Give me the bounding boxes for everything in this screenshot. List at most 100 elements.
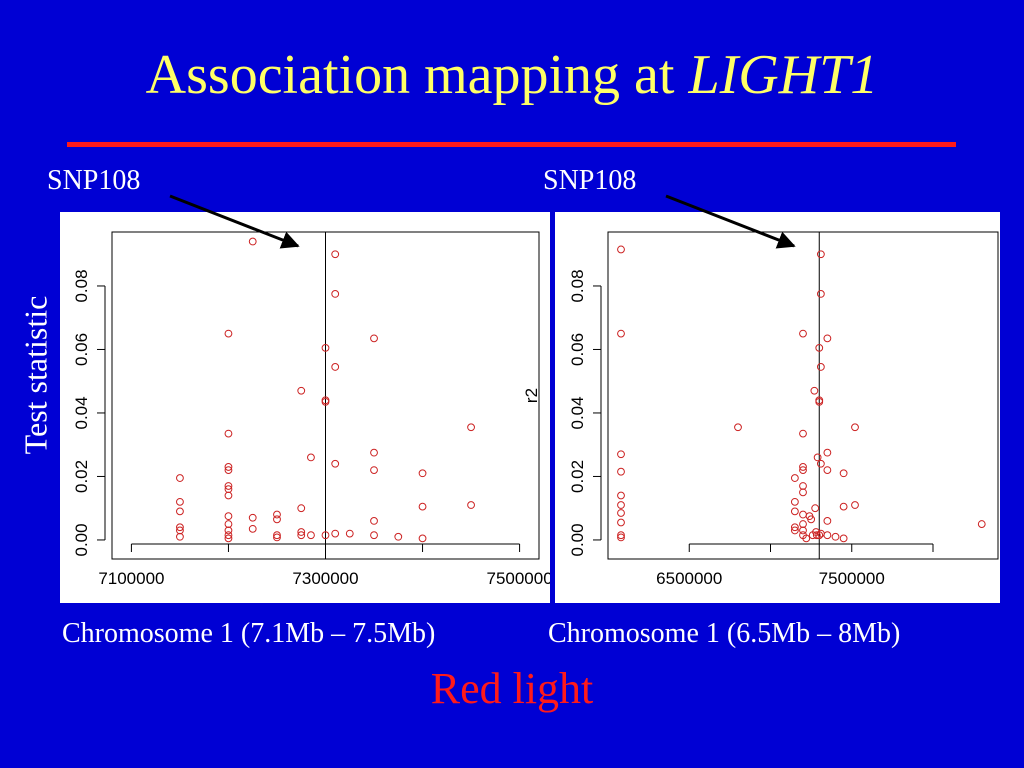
data-point (176, 532, 184, 541)
y-tick-label: 0.00 (72, 523, 91, 556)
data-point (823, 517, 832, 525)
data-point (839, 502, 848, 511)
data-point (224, 329, 233, 338)
x-tick-label: 6500000 (656, 569, 722, 588)
data-point (370, 517, 378, 525)
data-point (297, 531, 306, 540)
data-point (617, 501, 625, 509)
data-point (790, 497, 799, 506)
data-point (224, 463, 233, 471)
data-point (248, 513, 257, 522)
data-point (224, 512, 233, 521)
data-point (831, 532, 840, 541)
chart-panel-left: 7100000 7300000 7500000 0.00 0.02 0.04 0.06 0.0… (60, 212, 550, 603)
data-point (812, 531, 821, 540)
data-point (321, 397, 330, 406)
slide-title-gene: LIGHT1 (688, 44, 879, 106)
x-tick-label: 7100000 (98, 569, 164, 588)
x-tick-label: 7500000 (486, 569, 550, 588)
data-point (617, 329, 625, 338)
data-point (617, 491, 625, 500)
data-point (370, 466, 378, 475)
data-point (394, 532, 403, 541)
x-caption-right: Chromosome 1 (6.5Mb – 8Mb) (548, 618, 901, 649)
data-point (851, 423, 859, 432)
data-point (839, 469, 848, 478)
data-point (418, 469, 427, 478)
data-point (224, 531, 233, 540)
data-point (816, 363, 825, 371)
data-point (811, 504, 820, 513)
data-point (297, 386, 306, 395)
data-point (418, 534, 427, 543)
data-point (617, 509, 625, 517)
x-caption-left: Chromosome 1 (7.1Mb – 7.5Mb) (62, 618, 436, 649)
data-point (370, 334, 378, 343)
condition-label: Red light (430, 664, 594, 713)
data-point (977, 520, 986, 528)
data-point (370, 531, 378, 540)
y-axis-label: r2 (522, 388, 541, 403)
data-point (790, 523, 799, 532)
data-point (815, 531, 824, 540)
data-point (799, 466, 807, 475)
data-point (617, 533, 625, 542)
data-point (224, 534, 233, 543)
x-tick-label: 7500000 (819, 569, 885, 588)
data-point (370, 448, 378, 457)
data-point (176, 523, 184, 532)
x-tick-label: 7300000 (292, 569, 358, 588)
data-point (321, 343, 330, 352)
data-point (307, 453, 315, 462)
y-tick-label: 0.00 (568, 523, 587, 556)
data-point (799, 429, 807, 438)
slide-title: Association mapping at LIGHT1 (0, 40, 1024, 110)
data-point (799, 488, 807, 497)
data-point (816, 290, 825, 298)
data-point (176, 507, 184, 516)
data-point (224, 526, 233, 535)
data-point (815, 397, 824, 406)
scatter-plot-left: 7100000 7300000 7500000 0.00 0.02 0.04 0.06 0.0… (72, 231, 550, 588)
data-point (823, 334, 832, 343)
data-point (273, 515, 281, 524)
data-point (331, 459, 340, 468)
data-point (467, 501, 475, 509)
y-tick-label: 0.06 (568, 333, 587, 366)
data-point (799, 329, 807, 338)
data-point (816, 459, 825, 468)
data-point (734, 423, 742, 432)
scatter-plot-right: 6500000 7500000 0.00 0.02 0.04 0.06 0.08 r2 (522, 231, 999, 588)
data-point (224, 466, 233, 475)
data-point (248, 524, 257, 533)
data-point (331, 363, 340, 371)
data-point (224, 482, 233, 490)
data-point (799, 526, 807, 535)
chart-panel-right: 6500000 7500000 0.00 0.02 0.04 0.06 0.08 r2 (522, 212, 1000, 603)
snp-label-right: SNP108 (543, 165, 637, 196)
data-point (823, 466, 832, 475)
data-point (790, 507, 799, 516)
data-point (273, 510, 281, 519)
data-point (790, 474, 799, 482)
data-point (799, 463, 807, 471)
data-point (617, 531, 625, 540)
data-point (297, 504, 306, 513)
data-point (851, 501, 859, 509)
y-tick-label: 0.02 (72, 460, 91, 493)
data-point (273, 533, 281, 542)
data-point (790, 526, 799, 535)
data-point (617, 450, 625, 459)
y-tick-label: 0.04 (72, 396, 91, 429)
data-point (617, 245, 625, 254)
data-point (176, 497, 184, 506)
data-point (418, 502, 427, 511)
y-tick-label: 0.06 (72, 333, 91, 366)
y-tick-label: 0.04 (568, 396, 587, 429)
data-point (248, 237, 257, 246)
data-point (224, 491, 233, 500)
title-divider (67, 142, 956, 147)
y-tick-label: 0.02 (568, 460, 587, 493)
data-point (810, 386, 819, 395)
